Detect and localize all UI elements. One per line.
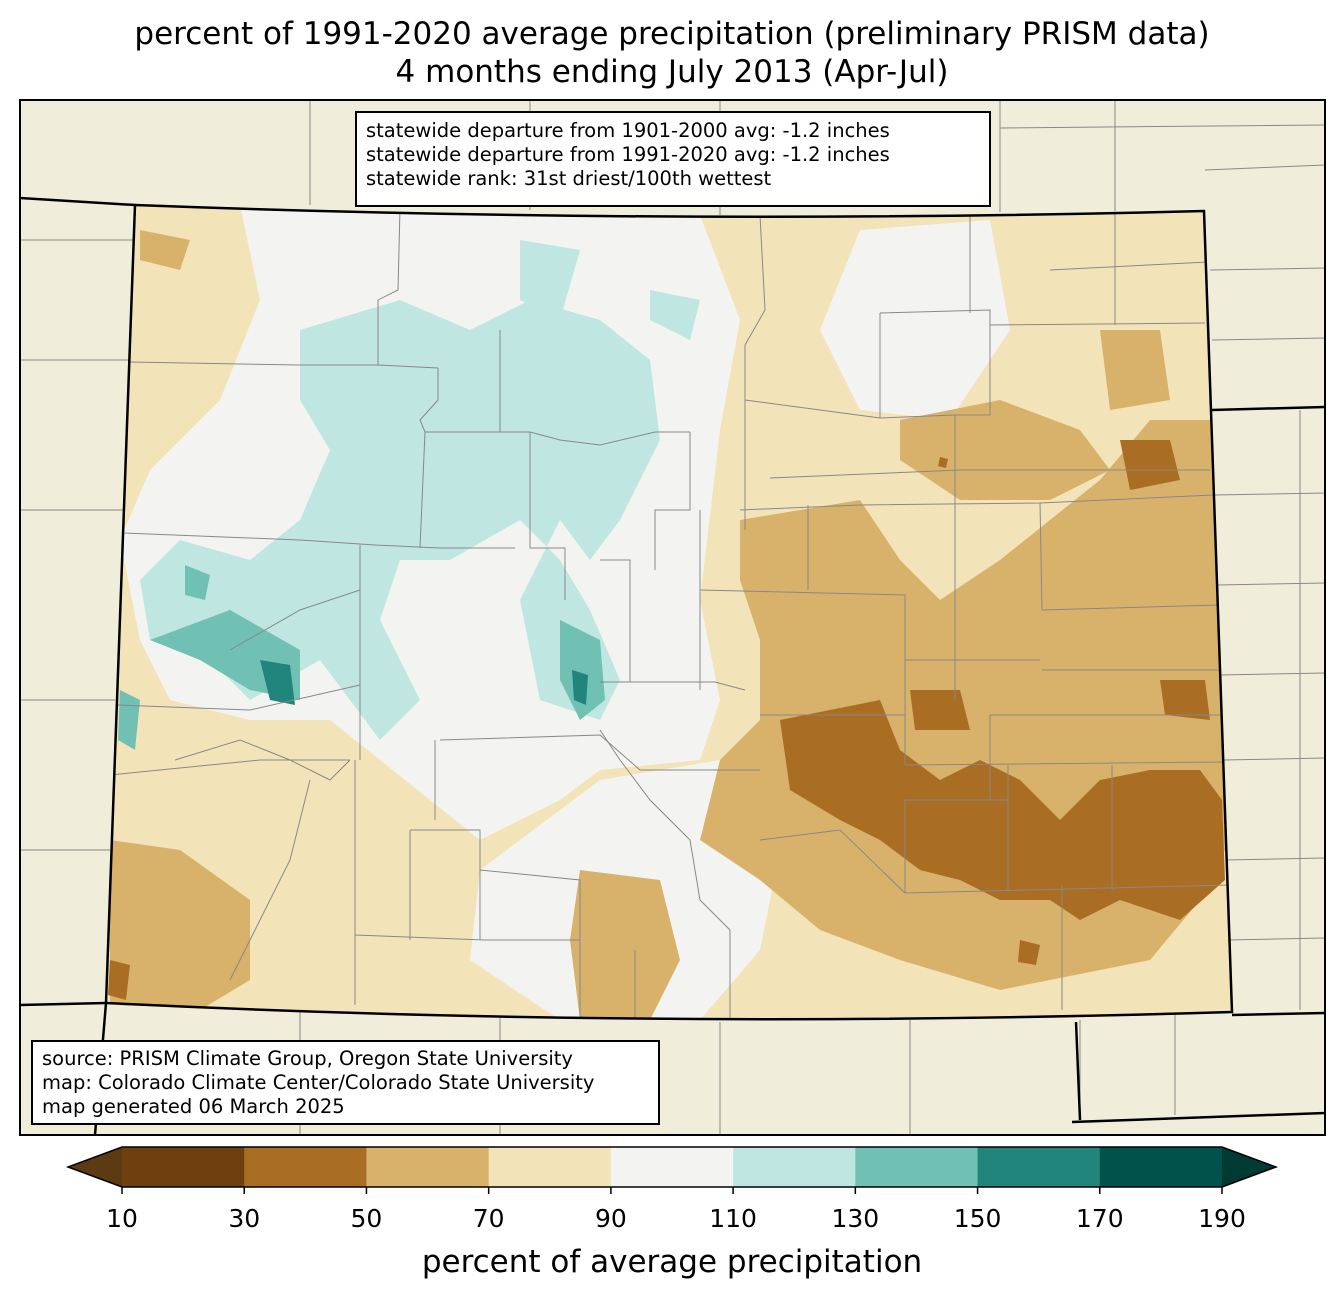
colorbar-tick-label: 130 (831, 1204, 880, 1233)
colorbar-tick-label: 10 (106, 1204, 138, 1233)
map-generated-date: map generated 06 March 2025 (42, 1095, 345, 1118)
colorbar-tick-label: 150 (953, 1204, 1002, 1233)
colorbar-tick-label: 50 (350, 1204, 383, 1233)
stats-departure-1991-2020: statewide departure from 1991-2020 avg: … (366, 143, 890, 166)
colorbar-tick-label: 70 (472, 1204, 505, 1233)
statewide-stats-box: statewide departure from 1901-2000 avg: … (355, 111, 991, 207)
stats-departure-1901-2000: statewide departure from 1901-2000 avg: … (366, 119, 890, 142)
county-lines (109, 207, 1229, 1020)
map-title-line1: percent of 1991-2020 average precipitati… (134, 16, 1210, 52)
colorbar-tick-label: 190 (1198, 1204, 1246, 1233)
colorbar-tick-label: 30 (228, 1204, 261, 1233)
stats-rank: statewide rank: 31st driest/100th wettes… (366, 167, 772, 190)
colorbar-tick-label: 90 (594, 1204, 627, 1233)
map-title-line2: 4 months ending July 2013 (Apr-Jul) (395, 54, 949, 90)
map-frame (19, 99, 1326, 1136)
source-credit: source: PRISM Climate Group, Oregon Stat… (42, 1047, 573, 1070)
source-box: source: PRISM Climate Group, Oregon Stat… (31, 1040, 660, 1125)
colorbar-tick-label: 110 (709, 1204, 757, 1233)
precipitation-field (106, 205, 1232, 1020)
map-credit: map: Colorado Climate Center/Colorado St… (42, 1071, 595, 1094)
colorbar-tick-label: 170 (1075, 1204, 1124, 1233)
colorbar-title: percent of average precipitation (421, 1244, 923, 1280)
